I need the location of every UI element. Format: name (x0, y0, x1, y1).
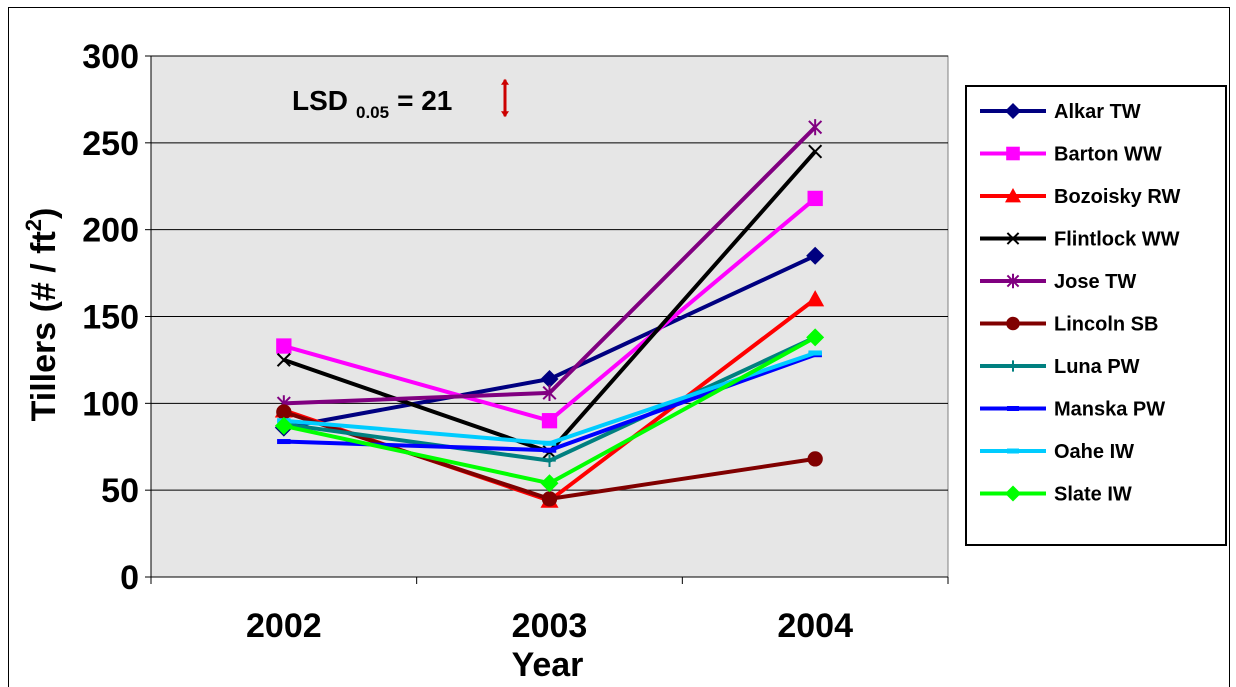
legend-label: Alkar TW (1054, 101, 1141, 123)
data-point-slate-iw (806, 328, 825, 347)
y-tick-labels: 0 50 100 150 200 250 300 (82, 38, 139, 597)
data-point-luna-pw (543, 454, 556, 467)
legend-marker-luna-pw (1007, 360, 1019, 372)
y-tick-label: 300 (82, 38, 139, 76)
data-point-oahe-iw (542, 440, 557, 446)
error-bar-cap-bottom (501, 111, 509, 118)
lsd-label: LSD 0.05 = 21 (292, 85, 452, 122)
legend-label: Jose TW (1054, 271, 1136, 293)
error-bar-cap-top (501, 78, 509, 85)
x-tick-label: 2004 (777, 607, 853, 645)
series-lincoln-sb (276, 404, 823, 507)
legend-label: Luna PW (1054, 356, 1140, 378)
y-tick-label: 50 (101, 472, 139, 510)
series-lines (274, 119, 825, 508)
legend-label: Flintlock WW (1054, 229, 1180, 251)
legend-item-oahe-iw: Oahe IW (980, 441, 1134, 463)
legend-item-alkar-tw: Alkar TW (980, 101, 1141, 123)
legend-label: Bozoisky RW (1054, 186, 1180, 208)
lsd-annotation: LSD 0.05 = 21 (292, 78, 509, 122)
data-point-flintlock-ww (808, 144, 823, 159)
data-point-bozoisky-rw (806, 290, 825, 307)
y-axis-label: Tillers (# / ft2) (21, 208, 63, 422)
legend-marker-slate-iw (1005, 485, 1021, 502)
legend-item-flintlock-ww: Flintlock WW (980, 229, 1180, 251)
series-barton-ww (276, 190, 823, 429)
legend-item-luna-pw: Luna PW (980, 356, 1140, 378)
legend-item-manska-pw: Manska PW (980, 399, 1165, 421)
x-axis-label: Year (512, 646, 584, 681)
data-point-manska-pw (542, 447, 557, 453)
legend: Alkar TW Barton WW Bozoisky RW Flintlock WW… (965, 85, 1227, 546)
y-tick-label: 150 (82, 299, 139, 337)
data-point-slate-iw (274, 416, 293, 435)
legend-box (965, 85, 1227, 546)
data-point-jose-tw (542, 384, 557, 402)
legend-marker-flintlock-ww (1006, 232, 1020, 245)
lsd-label-sub: 0.05 (356, 103, 389, 122)
legend-item-jose-tw: Jose TW (980, 271, 1136, 293)
x-tick-label: 2003 (512, 607, 588, 645)
legend-item-bozoisky-rw: Bozoisky RW (980, 186, 1180, 208)
data-point-lincoln-sb (541, 491, 558, 507)
data-point-oahe-iw (808, 350, 822, 356)
legend-label: Oahe IW (1054, 441, 1134, 463)
lsd-label-tail: = 21 (397, 85, 452, 116)
data-point-barton-ww (807, 190, 823, 207)
legend-item-barton-ww: Barton WW (980, 144, 1162, 166)
legend-item-lincoln-sb: Lincoln SB (980, 314, 1158, 336)
y-tick-label: 0 (120, 559, 139, 597)
data-point-barton-ww (276, 338, 292, 354)
chart-frame (8, 7, 1230, 687)
legend-marker-manska-pw (1007, 406, 1019, 411)
legend-label: Slate IW (1054, 484, 1132, 506)
data-point-slate-iw (540, 474, 559, 493)
legend-label: Lincoln SB (1054, 314, 1158, 336)
x-tick-labels: 2002 2003 2004 (246, 607, 853, 645)
legend-marker-barton-ww (1006, 146, 1020, 161)
axes (145, 55, 949, 584)
data-point-flintlock-ww (276, 352, 291, 367)
lsd-label-main: LSD (292, 85, 348, 116)
legend-marker-bozoisky-rw (1005, 188, 1021, 203)
data-point-barton-ww (541, 413, 558, 429)
data-point-alkar-tw (540, 370, 559, 389)
series-slate-iw (274, 328, 825, 493)
legend-label: Barton WW (1054, 144, 1162, 166)
y-tick-label: 100 (82, 385, 139, 423)
legend-item-slate-iw: Slate IW (980, 484, 1132, 506)
y-tick-label: 200 (82, 212, 139, 250)
y-tick-label: 250 (82, 125, 139, 163)
data-point-manska-pw (277, 439, 291, 445)
legend-marker-alkar-tw (1005, 103, 1021, 119)
legend-marker-jose-tw (1006, 273, 1020, 289)
y-axis-label-main: Tillers (# / ft (25, 231, 63, 421)
y-axis-label-tail: ) (25, 208, 63, 219)
data-point-jose-tw (808, 119, 823, 136)
x-tick-label: 2002 (246, 607, 322, 645)
legend-label: Manska PW (1054, 399, 1165, 421)
data-point-lincoln-sb (276, 404, 292, 420)
data-point-lincoln-sb (807, 451, 823, 467)
lsd-error-bar (501, 78, 509, 118)
y-axis-label-sup: 2 (21, 219, 46, 231)
legend-marker-oahe-iw (1007, 448, 1019, 454)
data-point-alkar-tw (806, 246, 825, 265)
legend-marker-lincoln-sb (1006, 316, 1020, 331)
